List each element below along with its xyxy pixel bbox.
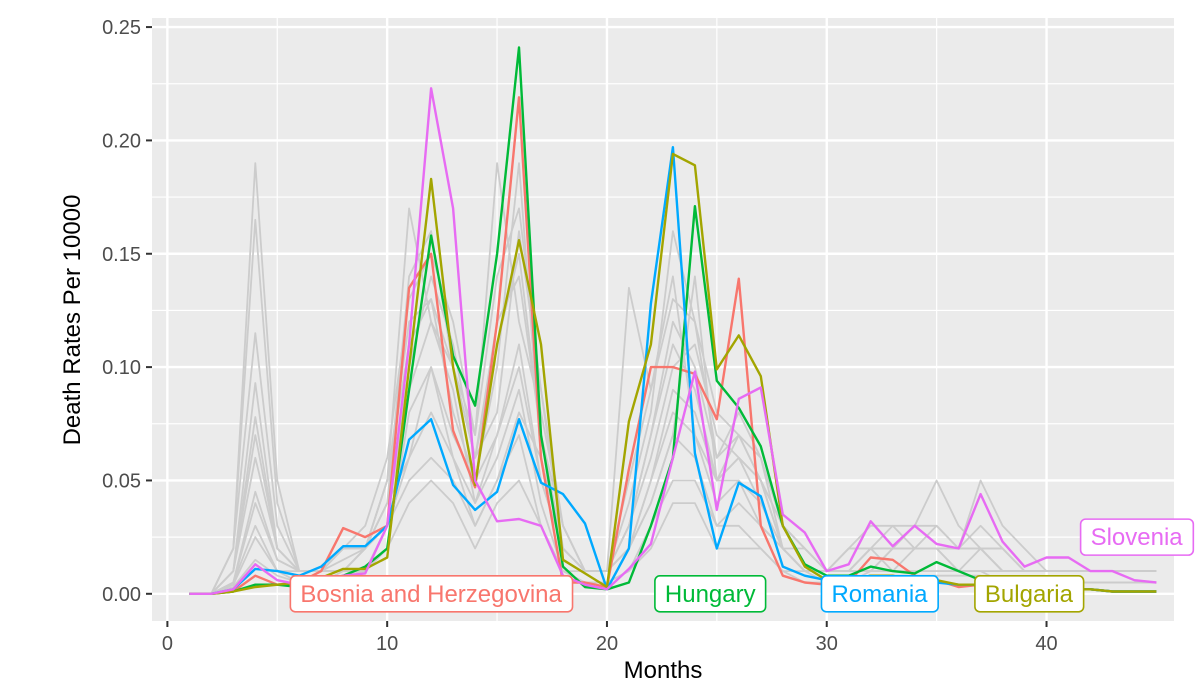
series-label-slovenia: Slovenia (1079, 518, 1195, 556)
y-tick-label: 0.00 (102, 584, 141, 606)
series-label-hungary: Hungary (654, 574, 767, 613)
series-line-slovenia (189, 87, 1157, 595)
x-tick-label: 30 (816, 633, 838, 655)
series-label-text: Hungary (665, 581, 756, 608)
axes: 0 10 20 30 40 0.00 0.05 0.10 0.15 0.20 0.25 (102, 17, 1058, 655)
x-tick-label: 40 (1035, 633, 1057, 655)
y-tick-label: 0.10 (102, 357, 141, 379)
series-label-group: Bosnia and Herzegovina Hungary Romania Bulg… (289, 518, 1195, 613)
series-label-box (974, 574, 1085, 613)
x-axis-title: Months (624, 657, 703, 684)
series-label-bosnia-and-herzegovina: Bosnia and Herzegovina (289, 574, 574, 613)
series-label-bulgaria: Bulgaria (974, 574, 1085, 613)
series-label-text: Slovenia (1091, 524, 1184, 551)
y-tick-label: 0.20 (102, 130, 141, 152)
y-axis-title: Death Rates Per 10000 (59, 195, 86, 446)
y-tick-label: 0.05 (102, 470, 141, 492)
series-label-text: Bulgaria (985, 581, 1074, 608)
series-label-text: Romania (831, 581, 928, 608)
series-label-box (654, 574, 767, 613)
series-label-box (289, 574, 574, 613)
x-tick-label: 20 (596, 633, 618, 655)
x-tick-label: 0 (162, 633, 173, 655)
series-label-romania: Romania (820, 574, 939, 613)
series-label-text: Bosnia and Herzegovina (300, 581, 562, 608)
x-tick-label: 10 (376, 633, 398, 655)
background-series-line (189, 252, 1157, 595)
series-label-box (1079, 518, 1195, 556)
y-tick-label: 0.15 (102, 244, 141, 266)
background-series-group (189, 162, 1157, 595)
background-series-line (189, 207, 1157, 595)
background-series-line (189, 388, 1157, 595)
y-tick-label: 0.25 (102, 17, 141, 39)
series-label-box (820, 574, 939, 613)
